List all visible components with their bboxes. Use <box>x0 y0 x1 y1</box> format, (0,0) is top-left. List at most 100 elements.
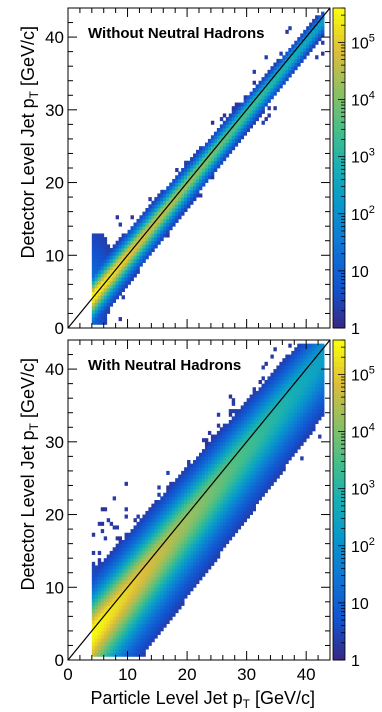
heatmap-cell <box>175 605 179 610</box>
heatmap-cell <box>279 77 283 82</box>
heatmap-cell <box>306 369 310 374</box>
heatmap-cell <box>231 532 236 537</box>
heatmap-cell <box>213 467 218 472</box>
heatmap-cell <box>201 157 206 162</box>
heatmap-cell <box>216 423 221 428</box>
heatmap-cell <box>166 229 170 234</box>
heatmap-cell <box>201 521 206 526</box>
heatmap-cell <box>234 500 239 505</box>
heatmap-cell <box>264 430 268 435</box>
heatmap-cell <box>154 616 158 621</box>
heatmap-cell <box>210 496 215 501</box>
heatmap-cell <box>94 609 99 614</box>
heatmap-cell <box>219 518 224 523</box>
heatmap-cell <box>154 536 158 541</box>
heatmap-cell <box>175 489 179 494</box>
heatmap-cell <box>270 463 274 468</box>
heatmap-cell <box>187 200 191 205</box>
heatmap-cell <box>118 540 122 545</box>
heatmap-cell <box>225 540 230 545</box>
heatmap-cell <box>318 33 322 38</box>
heatmap-cell <box>181 547 185 552</box>
heatmap-cell <box>142 576 146 581</box>
heatmap-cell <box>160 627 164 632</box>
heatmap-cell <box>231 401 236 406</box>
heatmap-cell <box>184 543 188 548</box>
heatmap-cell <box>315 361 319 366</box>
heatmap-cell <box>228 532 233 537</box>
heatmap-cell <box>181 510 185 515</box>
heatmap-cell <box>166 211 170 216</box>
heatmap-cell <box>193 186 197 191</box>
heatmap-cell <box>318 380 322 385</box>
heatmap-cell <box>213 492 218 497</box>
heatmap-cell <box>240 427 245 432</box>
heatmap-cell <box>219 478 224 483</box>
heatmap-cell <box>264 73 268 78</box>
heatmap-cell <box>294 369 298 374</box>
heatmap-cell <box>297 420 301 425</box>
heatmap-cell <box>255 496 259 501</box>
heatmap-cell <box>228 409 233 414</box>
heatmap-cell <box>97 634 102 639</box>
heatmap-cell <box>291 441 295 446</box>
heatmap-cell <box>151 609 155 614</box>
heatmap-cell <box>282 55 286 60</box>
heatmap-cell <box>118 565 122 570</box>
heatmap-cell <box>252 106 256 111</box>
heatmap-cell <box>100 598 105 603</box>
heatmap-cell <box>193 550 197 555</box>
heatmap-cell <box>219 157 224 162</box>
heatmap-cell <box>252 113 256 118</box>
heatmap-cell <box>175 580 179 585</box>
heatmap-cell <box>142 248 146 253</box>
heatmap-cell <box>127 277 131 282</box>
heatmap-cell <box>204 160 209 165</box>
heatmap-cell <box>124 641 128 646</box>
heatmap-cell <box>178 492 182 497</box>
heatmap-cell <box>225 117 230 122</box>
heatmap-cell <box>213 514 218 519</box>
heatmap-cell <box>285 452 289 457</box>
heatmap-cell <box>306 37 310 42</box>
heatmap-cell <box>213 164 218 169</box>
heatmap-cell <box>237 492 242 497</box>
heatmap-cell <box>285 409 289 414</box>
heatmap-cell <box>300 427 304 432</box>
heatmap-cell <box>237 120 242 125</box>
heatmap-cell <box>267 91 271 96</box>
heatmap-cell <box>193 576 197 581</box>
heatmap-cell <box>193 481 197 486</box>
heatmap-cell <box>142 630 146 635</box>
heatmap-cell <box>184 208 188 213</box>
heatmap-cell <box>154 561 158 566</box>
heatmap-cell <box>133 251 137 256</box>
heatmap-cell <box>291 423 295 428</box>
heatmap-cell <box>124 580 128 585</box>
heatmap-cell <box>300 387 304 392</box>
heatmap-cell <box>219 452 224 457</box>
heatmap-cell <box>219 434 224 439</box>
heatmap-cell <box>213 536 218 541</box>
heatmap-cell <box>166 583 170 588</box>
heatmap-cell <box>210 160 215 165</box>
heatmap-cell <box>291 445 295 450</box>
heatmap-cell <box>240 135 245 140</box>
heatmap-cell <box>151 226 155 231</box>
heatmap-cell <box>300 376 304 381</box>
heatmap-cell <box>222 131 227 136</box>
heatmap-cell <box>160 598 164 603</box>
heatmap-cell <box>112 598 117 603</box>
heatmap-cell <box>246 398 251 403</box>
heatmap-cell <box>139 645 143 650</box>
heatmap-cell <box>321 26 325 31</box>
heatmap-cell <box>133 598 137 603</box>
heatmap-cell <box>169 583 173 588</box>
heatmap-cell <box>127 587 131 592</box>
heatmap-cell <box>130 569 134 574</box>
heatmap-cell <box>154 226 158 231</box>
heatmap-cell <box>196 550 200 555</box>
heatmap-cell <box>94 598 99 603</box>
heatmap-cell <box>199 558 203 563</box>
heatmap-cell <box>115 605 120 610</box>
